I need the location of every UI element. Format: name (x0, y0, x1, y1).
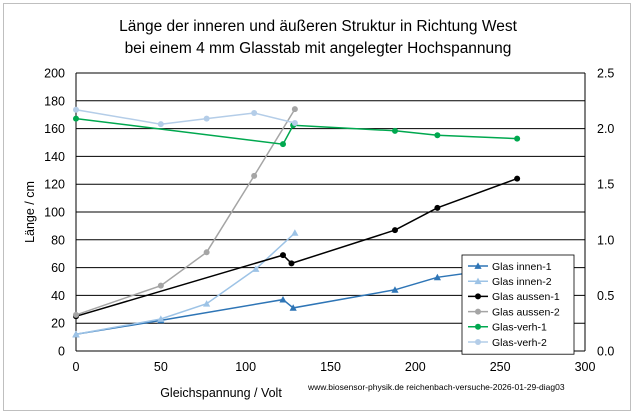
legend-label-glas-aussen-1: Glas aussen-1 (492, 291, 560, 303)
y-tick-label-200: 200 (44, 67, 65, 81)
data-point-glas-innen-2-3 (252, 265, 260, 272)
series-glas-aussen-2 (73, 106, 298, 318)
series-glas-innen-1 (72, 262, 521, 338)
legend-swatch-marker-glas-innen-1 (474, 262, 482, 269)
chart-title-line-1: Länge der inneren und äußeren Struktur i… (119, 18, 517, 35)
data-point-glas-innen-1-2 (279, 295, 287, 303)
y2-tick-label-2.5: 2.5 (597, 67, 614, 81)
data-point-glas-verh-2-4 (291, 120, 298, 127)
y-tick-label-20: 20 (51, 317, 65, 331)
data-point-glas-innen-2-0 (72, 330, 80, 338)
legend-entry-glas-innen-1: Glas innen-1 (468, 261, 552, 273)
data-point-glas-aussen-2-1 (157, 282, 164, 289)
chart-title-line-2: bei einem 4 mm Glasstab mit angelegter H… (125, 40, 512, 57)
data-point-glas-aussen-2-0 (73, 311, 79, 318)
y2-tick-label-2.0: 2.0 (597, 122, 614, 136)
legend-entry-glas-verh-2: Glas-verh-2 (468, 337, 547, 349)
data-point-glas-innen-2-4 (291, 229, 299, 236)
y-tick-label-80: 80 (51, 233, 65, 247)
legend-swatch-marker-glas-verh-1 (475, 323, 481, 330)
data-point-glas-verh-1-1 (279, 141, 286, 148)
y-tick-label-140: 140 (44, 150, 65, 164)
data-point-glas-aussen-1-3 (391, 227, 398, 234)
data-point-glas-aussen-2-3 (251, 172, 258, 179)
y2-tick-label-1.5: 1.5 (597, 178, 614, 192)
legend-entry-glas-verh-1: Glas-verh-1 (468, 322, 547, 334)
series-line-glas-verh-1 (75, 117, 518, 146)
x-tick-label-300: 300 (575, 360, 596, 374)
y-tick-label-160: 160 (44, 122, 65, 136)
data-point-glas-aussen-1-5 (514, 175, 521, 182)
legend: Glas innen-1 Glas innen-2 Glas aussen-1 Gla… (461, 254, 575, 355)
y-axis-label: Länge / cm (23, 181, 37, 243)
x-tick-label-50: 50 (154, 360, 168, 374)
data-point-glas-aussen-1-1 (279, 252, 286, 259)
chart-frame: Länge der inneren und äußeren Struktur i… (3, 3, 631, 411)
legend-label-glas-aussen-2: Glas aussen-2 (492, 306, 560, 318)
data-point-glas-verh-1-0 (73, 115, 79, 122)
data-point-glas-innen-2-2 (203, 300, 211, 307)
y-tick-label-40: 40 (51, 289, 65, 303)
data-point-glas-verh-2-1 (157, 121, 164, 128)
x-tick-label-250: 250 (490, 360, 511, 374)
series-group (72, 106, 521, 338)
data-point-glas-verh-2-0 (73, 106, 79, 113)
y2-tick-label-1.0: 1.0 (597, 233, 614, 247)
series-line-glas-aussen-1 (75, 177, 518, 318)
series-glas-innen-2 (72, 229, 299, 338)
x-tick-label-200: 200 (405, 360, 426, 374)
legend-swatch-marker-glas-aussen-2 (475, 308, 481, 315)
x-axis-label: Gleichspannung / Volt (160, 386, 282, 400)
legend-label-glas-innen-1: Glas innen-1 (492, 261, 552, 273)
y2-tick-labels: 0.0 0.5 1.0 1.5 2.0 2.5 (597, 67, 614, 359)
y-tick-label-180: 180 (44, 94, 65, 108)
footer-source: www.biosensor-physik.de reichenbach-vers… (307, 382, 565, 392)
legend-label-glas-innen-2: Glas innen-2 (492, 276, 552, 288)
legend-swatch-marker-glas-verh-2 (475, 339, 481, 345)
chart: Länge der inneren und äußeren Struktur i… (23, 18, 614, 400)
legend-entry-glas-aussen-2: Glas aussen-2 (468, 306, 560, 318)
series-glas-verh-2 (73, 106, 298, 128)
data-point-glas-aussen-1-4 (434, 204, 441, 211)
y-tick-label-120: 120 (44, 178, 65, 192)
data-point-glas-innen-1-5 (433, 273, 441, 281)
data-point-glas-innen-2-1 (157, 315, 165, 322)
data-point-glas-aussen-2-2 (203, 249, 210, 256)
data-point-glas-innen-1-4 (391, 286, 399, 293)
y-tick-label-60: 60 (51, 261, 65, 275)
data-point-glas-verh-1-3 (391, 127, 398, 134)
data-point-glas-verh-1-5 (514, 135, 521, 142)
data-point-glas-verh-2-2 (203, 115, 210, 122)
data-point-glas-verh-2-3 (251, 110, 258, 117)
legend-label-glas-verh-2: Glas-verh-2 (492, 337, 547, 349)
legend-entry-glas-innen-2: Glas innen-2 (468, 276, 552, 288)
x-tick-label-0: 0 (73, 360, 80, 374)
legend-entry-glas-aussen-1: Glas aussen-1 (468, 291, 560, 303)
x-tick-labels: 0 50 100 150 200 250 300 (73, 360, 596, 374)
x-tick-label-100: 100 (235, 360, 256, 374)
legend-label-glas-verh-1: Glas-verh-1 (492, 322, 547, 334)
data-point-glas-verh-1-4 (434, 132, 441, 139)
legend-box (461, 254, 575, 355)
y-tick-label-100: 100 (44, 206, 65, 220)
legend-swatch-marker-glas-innen-2 (474, 277, 482, 285)
series-line-glas-innen-1 (75, 265, 518, 336)
y2-tick-label-0.0: 0.0 (597, 345, 614, 359)
data-point-glas-aussen-2-4 (291, 106, 298, 113)
y-tick-label-0: 0 (58, 345, 65, 359)
series-glas-verh-1 (73, 115, 521, 148)
series-glas-aussen-1 (73, 175, 521, 320)
data-point-glas-innen-1-3 (289, 304, 297, 311)
x-tick-label-150: 150 (320, 360, 341, 374)
legend-swatch-marker-glas-aussen-1 (475, 293, 481, 300)
data-point-glas-aussen-1-2 (288, 260, 295, 267)
y-tick-labels: 0 20 40 60 80 100 120 140 160 180 200 (44, 67, 65, 359)
y2-tick-label-0.5: 0.5 (597, 289, 614, 303)
